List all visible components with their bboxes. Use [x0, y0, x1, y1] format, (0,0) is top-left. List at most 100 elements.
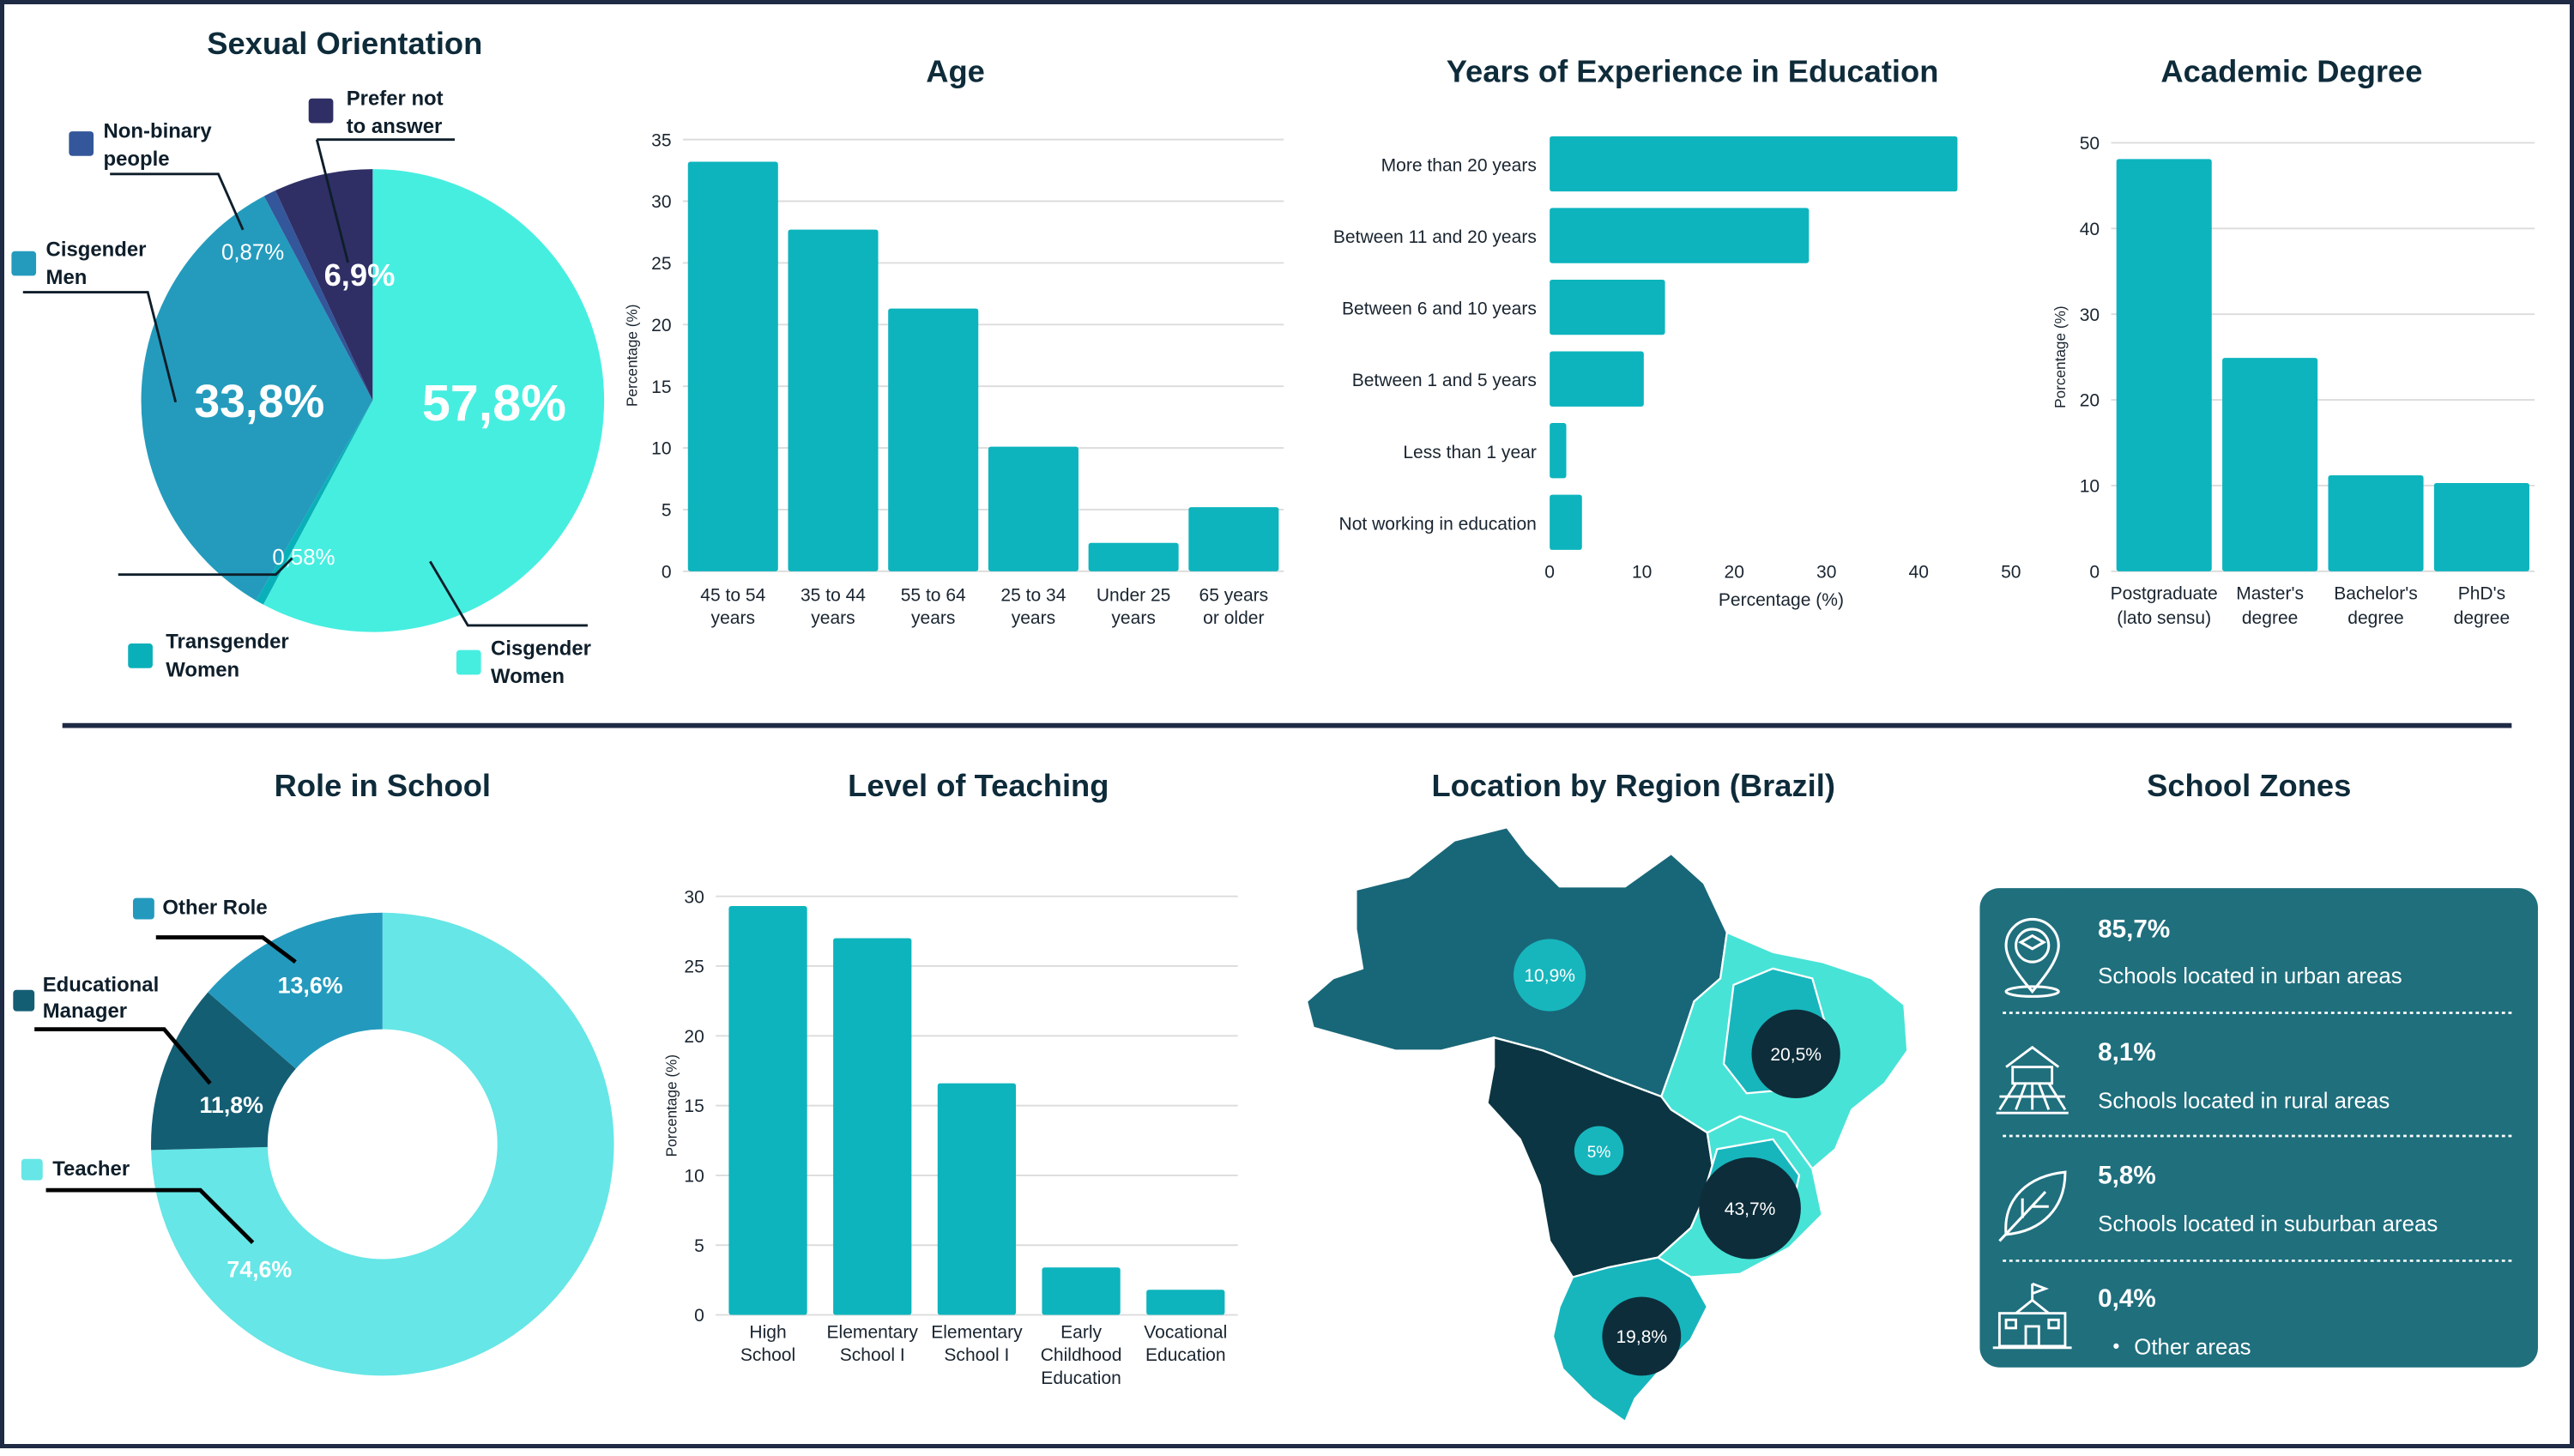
y-tick-label: 20 — [2080, 391, 2100, 411]
leader-line-nonbinary — [110, 172, 245, 231]
leader-line-other-role — [155, 935, 297, 964]
x-tick-label: or older — [1203, 608, 1264, 628]
legend-swatch-teacher — [21, 1158, 43, 1181]
x-tick-label: degree — [2242, 608, 2299, 628]
academic-degree-bar-chart: 0 10 20 30 40 50 Porcentage (%) Postgraduate (la… — [2051, 134, 2535, 628]
x-axis-label: Percentage (%) — [1719, 590, 1844, 610]
x-tick-label: School — [740, 1345, 795, 1365]
age-bar-chart: 0 5 10 15 20 25 30 35 Percentage (%) 45 to 54 year… — [623, 130, 1284, 628]
bar-between-11-and-20-years — [1550, 208, 1810, 263]
bar-not-working-in-education — [1550, 494, 1582, 550]
bar-high-school — [728, 906, 807, 1315]
bubble-south-label: 19,8% — [1616, 1327, 1667, 1347]
bar-25-to-34-years — [988, 446, 1079, 571]
academic-degree-chart: Academic Degree 0 10 20 30 40 50 Porcentage (%… — [2051, 54, 2535, 628]
x-tick-label: degree — [2454, 608, 2511, 628]
pie-slice-non-binary-people — [263, 190, 373, 401]
legend-cisgender-men-line2: Men — [46, 266, 88, 289]
zone-other-text: Other areas — [2134, 1335, 2251, 1359]
experience-title: Years of Experience in Education — [1447, 54, 1939, 89]
bar-35-to-44-years — [788, 229, 879, 571]
y-tick-label: 25 — [651, 254, 671, 274]
legend-prefer-not-line2: to answer — [347, 115, 443, 138]
legend-prefer-not-line1: Prefer not — [347, 87, 444, 110]
y-axis-label: Porcentage (%) — [2051, 305, 2069, 408]
pie-label-transgender-women: 0,58% — [272, 546, 335, 570]
x-tick-label: years — [911, 608, 955, 628]
x-tick-label: 50 — [2001, 562, 2021, 582]
y-tick-label: 40 — [2080, 220, 2100, 239]
role-leader-lines — [34, 935, 297, 1245]
y-tick-label: 30 — [684, 887, 704, 907]
age-chart: Age 0 5 10 15 20 25 30 35 Percentage (%) 45 to 54… — [623, 54, 1284, 628]
x-tick-label: 40 — [1909, 562, 1929, 582]
pie-slice-cisgender-women — [263, 169, 605, 632]
zone-item-rural: 8,1% Schools located in rural areas — [1996, 1038, 2512, 1138]
x-tick-label: 30 — [1816, 562, 1836, 582]
x-tick-label: 0 — [1544, 562, 1555, 582]
sexual-orientation-pie — [141, 169, 605, 632]
legend-swatch-manager — [13, 989, 35, 1012]
role-in-school-chart: Role in School 74,6% 11,8% 13,6% Other R… — [13, 768, 614, 1376]
bar-between-6-and-10-years — [1550, 279, 1665, 335]
leader-line-cisgender-men — [22, 291, 178, 403]
x-tick-label: Early — [1060, 1322, 1102, 1342]
legend-cisgender-women-line2: Women — [491, 665, 565, 688]
legend-swatch-cisgender-men — [11, 251, 37, 276]
bubble-center-west-label: 5% — [1587, 1144, 1611, 1162]
sexual-orientation-labels: 57,8% 33,8% 6,9% 0,87% 0,58% — [194, 240, 566, 570]
x-tick-label: Education — [1041, 1368, 1121, 1388]
bubble-northeast-label: 20,5% — [1770, 1045, 1822, 1065]
x-tick-label: High — [749, 1322, 786, 1342]
bar-65-years-or-older — [1188, 507, 1279, 571]
bubble-southeast-label: 43,7% — [1725, 1199, 1776, 1219]
y-tick-label: 20 — [684, 1027, 704, 1047]
bubble-south — [1602, 1296, 1682, 1376]
x-tick-label: School I — [840, 1345, 905, 1365]
y-tick-label: 0 — [662, 562, 672, 582]
legend-swatch-transgender-women — [128, 643, 153, 668]
zone-suburban-pct: 5,8% — [2098, 1161, 2156, 1189]
x-tick-label: Education — [1145, 1345, 1226, 1365]
donut-label-manager: 11,8% — [200, 1092, 264, 1118]
legend-manager-line1: Educational — [43, 974, 160, 997]
farm-icon — [1996, 1045, 2069, 1115]
role-in-school-title: Role in School — [275, 768, 491, 803]
legend-swatch-other-role — [132, 897, 154, 920]
x-tick-label: School I — [944, 1345, 1009, 1365]
zone-suburban-text: Schools located in suburban areas — [2098, 1212, 2438, 1236]
donut-slice-other-role — [208, 912, 383, 1069]
y-tick-label: 30 — [2080, 305, 2100, 325]
legend-other-role: Other Role — [162, 897, 267, 920]
region-map: Location by Region (Brazil) 10,9% 20,5% … — [1305, 768, 1909, 1423]
zone-urban-text: Schools located in urban areas — [2098, 964, 2402, 988]
sexual-orientation-chart: Sexual Orientation 57,8% 33,8% 6,9% 0,87… — [11, 26, 605, 688]
bubble-northeast — [1751, 1009, 1840, 1098]
x-tick-label: degree — [2347, 608, 2404, 628]
zone-rural-text: Schools located in rural areas — [2098, 1089, 2390, 1113]
pie-slice-cisgender-men — [141, 196, 373, 601]
school-zones-card — [1979, 888, 2538, 1368]
y-tick-label: 20 — [651, 316, 671, 335]
y-tick-label: 5 — [694, 1236, 704, 1256]
x-tick-label: Postgraduate — [2111, 583, 2218, 603]
x-tick-label: Childhood — [1041, 1345, 1122, 1365]
legend-cisgender-men-line1: Cisgender — [46, 238, 147, 261]
y-tick-label: 0 — [2089, 562, 2100, 582]
zone-other-bullet: • — [2112, 1335, 2119, 1357]
bar-elementary-school-i — [833, 938, 912, 1315]
zone-urban-pct: 85,7% — [2098, 915, 2170, 943]
bar-elementary-school-i — [937, 1083, 1017, 1315]
donut-label-teacher: 74,6% — [227, 1257, 292, 1283]
x-tick-label: years — [1111, 608, 1155, 628]
bubble-southeast — [1699, 1157, 1801, 1260]
experience-bar-chart: 0 10 20 30 40 50 Percentage (%) More than 20 ye… — [1333, 136, 2021, 610]
y-tick-label: 10 — [2080, 477, 2100, 497]
pie-slice-prefer-not-to-answer — [275, 169, 373, 401]
y-axis-label: Porcentage (%) — [662, 1054, 680, 1157]
zone-rural-pct: 8,1% — [2098, 1038, 2156, 1066]
x-tick-label: years — [711, 608, 755, 628]
y-tick-label: 50 — [2080, 134, 2100, 154]
